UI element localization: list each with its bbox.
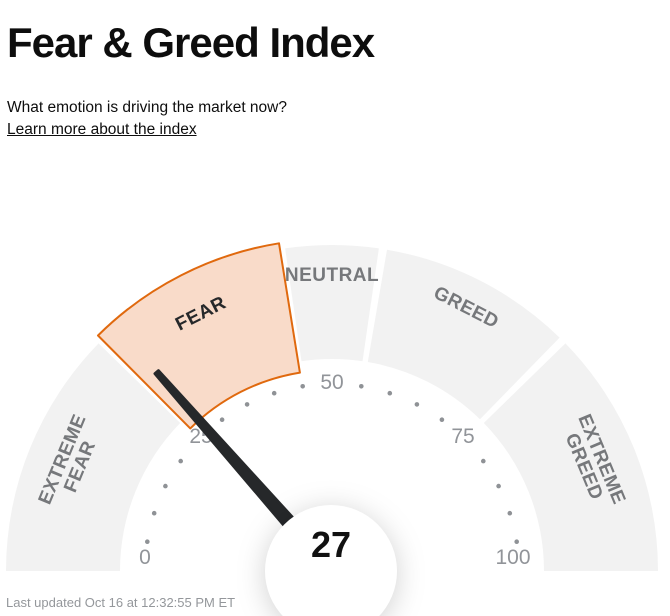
tick-dot <box>145 539 150 544</box>
segment-greed <box>367 249 560 420</box>
page-subtitle: What emotion is driving the market now? <box>7 99 287 116</box>
tick-dot <box>359 384 364 389</box>
tick-label-0: 0 <box>139 546 151 569</box>
tick-label-100: 100 <box>495 546 530 569</box>
last-updated-text: Last updated Oct 16 at 12:32:55 PM ET <box>6 595 236 610</box>
gauge-center-disc <box>265 505 397 616</box>
segment-fear <box>97 242 301 430</box>
segment-extreme-greed <box>483 343 658 571</box>
tick-dot <box>151 510 157 516</box>
tick-dot <box>496 483 501 489</box>
tick-dot <box>507 510 513 516</box>
tick-dot <box>387 390 393 396</box>
tick-label-75: 75 <box>451 425 474 448</box>
tick-dot <box>414 402 420 407</box>
page-title: Fear & Greed Index <box>7 19 375 66</box>
tick-dot <box>481 458 486 464</box>
tick-dot <box>300 384 306 389</box>
gauge-value: 27 <box>311 524 351 565</box>
tick-dot <box>219 417 225 423</box>
tick-dot <box>178 458 183 464</box>
tick-label-50: 50 <box>320 371 343 394</box>
tick-dot <box>244 402 250 407</box>
tick-dot <box>271 390 277 396</box>
tick-dot <box>514 539 519 544</box>
tick-dot <box>163 483 168 489</box>
segment-neutral <box>285 245 379 362</box>
segment-extreme-fear <box>6 343 181 571</box>
tick-dot <box>439 417 445 423</box>
learn-more-link[interactable]: Learn more about the index <box>7 121 197 138</box>
segment-label-neutral: NEUTRAL <box>285 265 379 286</box>
